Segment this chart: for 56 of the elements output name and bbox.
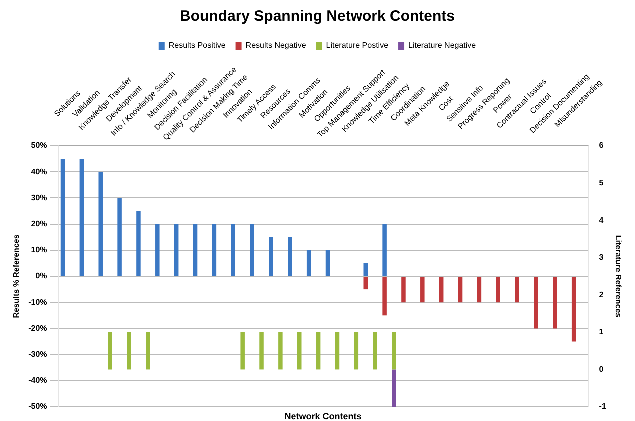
bar bbox=[212, 224, 217, 276]
bar bbox=[458, 277, 463, 303]
bar bbox=[250, 224, 254, 276]
y-tick-label: -10% bbox=[28, 298, 48, 307]
y2-tick-label: 3 bbox=[599, 253, 604, 262]
bar bbox=[231, 224, 236, 276]
y-tick-label: -40% bbox=[28, 376, 48, 386]
bar bbox=[269, 237, 274, 276]
y-axis-title: Results % References bbox=[12, 234, 22, 318]
y-tick-label: 30% bbox=[31, 193, 48, 202]
y-tick-label: -20% bbox=[28, 324, 48, 333]
bar bbox=[326, 250, 330, 276]
bar bbox=[572, 277, 576, 342]
bar bbox=[136, 211, 141, 276]
bar bbox=[80, 159, 84, 276]
y-tick-label: 50% bbox=[31, 141, 48, 150]
bar bbox=[420, 277, 425, 303]
legend-label: Literature Negative bbox=[408, 41, 477, 50]
legend-label: Results Negative bbox=[246, 41, 307, 50]
y2-tick-label: 2 bbox=[599, 290, 604, 300]
y2-tick-label: 5 bbox=[599, 178, 604, 188]
bar bbox=[382, 277, 387, 316]
bar bbox=[288, 237, 292, 276]
bar bbox=[496, 277, 501, 303]
bar bbox=[364, 263, 368, 276]
y2-axis-title: Literature References bbox=[614, 235, 623, 318]
bar bbox=[306, 250, 312, 276]
y2-tick-label: 0 bbox=[599, 364, 604, 374]
bar bbox=[477, 277, 482, 303]
bar bbox=[382, 224, 387, 276]
y-tick-label: 20% bbox=[31, 220, 48, 229]
y2-tick-label: -1 bbox=[599, 402, 607, 412]
y2-tick-label: 6 bbox=[599, 141, 604, 150]
bar bbox=[439, 277, 444, 303]
y-tick-label: 0% bbox=[36, 272, 48, 281]
bar bbox=[534, 277, 538, 329]
bar bbox=[174, 224, 179, 276]
bar bbox=[515, 277, 520, 303]
y2-tick-label: 4 bbox=[599, 216, 604, 225]
y2-tick-label: 1 bbox=[599, 328, 604, 337]
bar bbox=[156, 224, 160, 276]
y-tick-label: 40% bbox=[31, 167, 48, 176]
bar bbox=[364, 277, 368, 290]
y-tick-label: -30% bbox=[28, 350, 48, 360]
chart-title: Boundary Spanning Network Contents bbox=[180, 8, 456, 26]
bar bbox=[118, 198, 122, 276]
legend-label: Results Positive bbox=[168, 41, 226, 50]
y-tick-label: -50% bbox=[28, 402, 48, 412]
bar bbox=[193, 224, 198, 276]
x-axis-title: Network Contents bbox=[284, 411, 362, 421]
bar bbox=[553, 277, 558, 329]
bar bbox=[402, 277, 406, 303]
bar bbox=[98, 172, 103, 276]
legend-label: Literature Postive bbox=[326, 41, 390, 50]
y-tick-label: 10% bbox=[31, 246, 48, 255]
bar bbox=[60, 159, 66, 276]
